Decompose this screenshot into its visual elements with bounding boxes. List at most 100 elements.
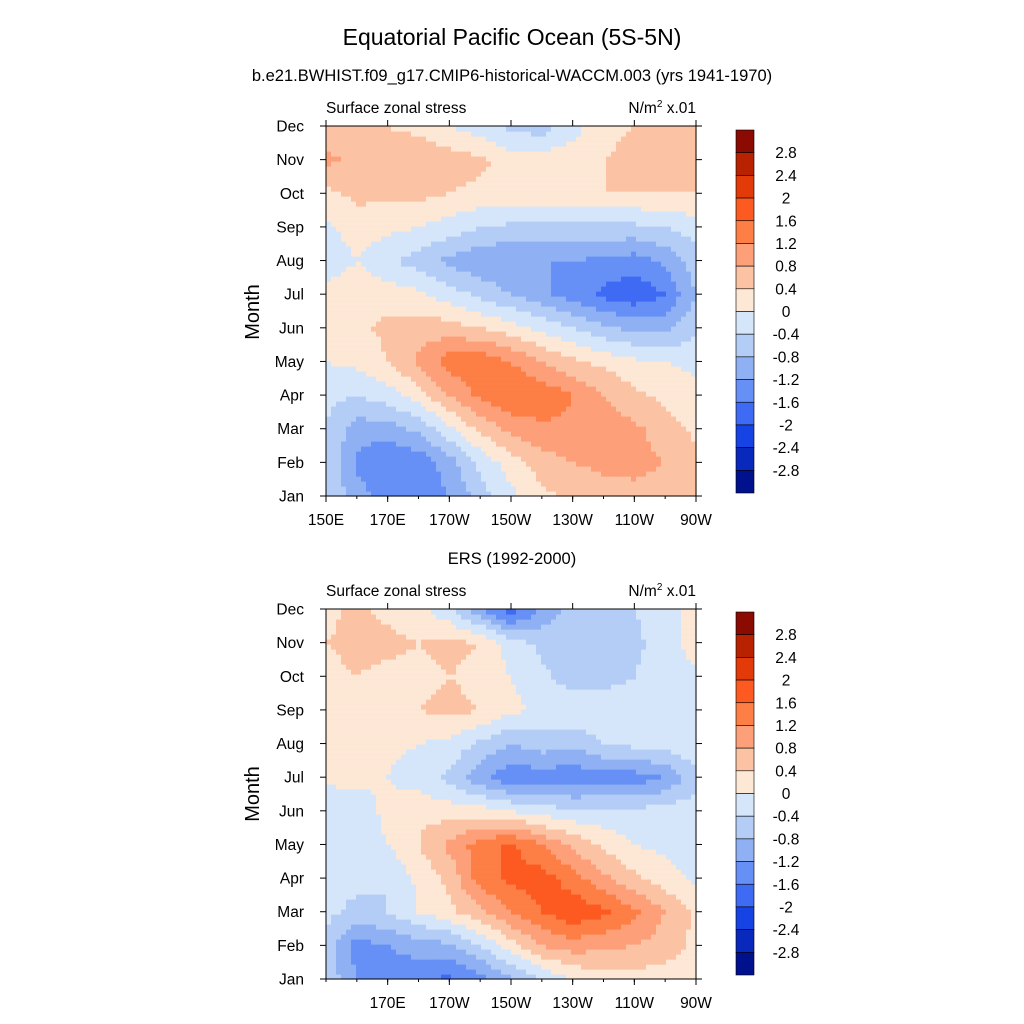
contour-cell: [521, 381, 527, 387]
contour-cell: [401, 446, 407, 452]
contour-cell: [456, 361, 462, 367]
contour-cell: [531, 336, 537, 342]
contour-cell: [386, 401, 392, 407]
contour-cell: [666, 371, 672, 377]
contour-cell: [441, 376, 447, 382]
contour-cell: [401, 366, 407, 372]
contour-cell: [336, 206, 342, 212]
contour-cell: [556, 286, 562, 292]
contour-cell: [431, 461, 437, 467]
contour-cell: [356, 401, 362, 407]
contour-cell: [496, 381, 502, 387]
contour-cell: [661, 351, 667, 357]
contour-cell: [386, 481, 392, 487]
contour-cell: [566, 346, 572, 352]
contour-cell: [531, 441, 537, 447]
contour-cell: [396, 401, 402, 407]
contour-cell: [451, 191, 457, 197]
contour-cell: [406, 426, 412, 432]
contour-cell: [531, 186, 537, 192]
contour-cell: [651, 391, 657, 397]
contour-cell: [451, 331, 457, 337]
contour-cell: [451, 481, 457, 487]
contour-cell: [561, 191, 567, 197]
contour-cell: [471, 251, 477, 257]
contour-cell: [416, 441, 422, 447]
contour-cell: [471, 296, 477, 302]
contour-cell: [416, 316, 422, 322]
contour-cell: [366, 321, 372, 327]
contour-cell: [511, 331, 517, 337]
contour-cell: [371, 396, 377, 402]
contour-cell: [576, 296, 582, 302]
contour-cell: [526, 241, 532, 247]
contour-cell: [681, 391, 687, 397]
contour-cell: [631, 426, 637, 432]
contour-cell: [531, 226, 537, 232]
contour-cell: [691, 311, 697, 317]
contour-cell: [671, 461, 677, 467]
contour-cell: [671, 436, 677, 442]
contour-cell: [351, 361, 357, 367]
contour-cell: [651, 326, 657, 332]
contour-cell: [466, 411, 472, 417]
contour-cell: [571, 471, 577, 477]
contour-cell: [486, 446, 492, 452]
contour-cell: [666, 311, 672, 317]
contour-cell: [651, 186, 657, 192]
contour-cell: [336, 226, 342, 232]
contour-cell: [361, 466, 367, 472]
contour-cell: [681, 351, 687, 357]
contour-cell: [386, 311, 392, 317]
contour-cell: [426, 211, 432, 217]
contour-cell: [641, 336, 647, 342]
contour-cell: [496, 236, 502, 242]
contour-cell: [376, 381, 382, 387]
contour-cell: [691, 271, 697, 277]
contour-cell: [386, 216, 392, 222]
contour-cell: [691, 241, 697, 247]
contour-cell: [691, 416, 697, 422]
contour-cell: [466, 436, 472, 442]
contour-cell: [456, 411, 462, 417]
contour-cell: [436, 456, 442, 462]
contour-cell: [436, 281, 442, 287]
contour-cell: [686, 481, 692, 487]
contour-cell: [326, 406, 332, 412]
contour-cell: [651, 206, 657, 212]
contour-cell: [691, 461, 697, 467]
contour-cell: [656, 281, 662, 287]
contour-cell: [351, 326, 357, 332]
contour-cell: [586, 411, 592, 417]
contour-cell: [476, 421, 482, 427]
contour-cell: [536, 351, 542, 357]
contour-cell: [471, 386, 477, 392]
contour-cell: [366, 361, 372, 367]
contour-cell: [541, 341, 547, 347]
contour-cell: [586, 171, 592, 177]
contour-cell: [356, 316, 362, 322]
contour-cell: [376, 301, 382, 307]
contour-cell: [451, 251, 457, 257]
contour-cell: [501, 481, 507, 487]
contour-cell: [331, 156, 337, 162]
contour-cell: [441, 241, 447, 247]
contour-cell: [691, 266, 697, 272]
contour-cell: [356, 336, 362, 342]
contour-cell: [516, 306, 522, 312]
contour-cell: [416, 206, 422, 212]
contour-cell: [541, 186, 547, 192]
contour-cell: [486, 196, 492, 202]
contour-cell: [501, 306, 507, 312]
contour-cell: [386, 471, 392, 477]
contour-cell: [681, 286, 687, 292]
contour-cell: [361, 471, 367, 477]
contour-cell: [471, 391, 477, 397]
contour-cell: [326, 386, 332, 392]
contour-cell: [556, 396, 562, 402]
contour-cell: [416, 306, 422, 312]
contour-cell: [366, 366, 372, 372]
contour-cell: [381, 211, 387, 217]
contour-cell: [671, 351, 677, 357]
contour-cell: [336, 336, 342, 342]
